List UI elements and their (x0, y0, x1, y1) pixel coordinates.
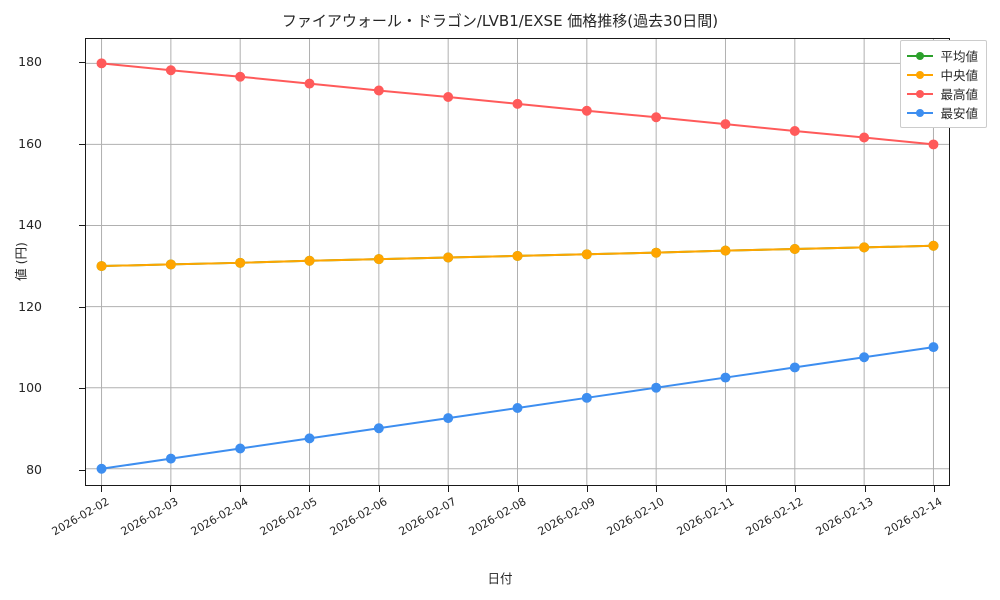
series-marker (235, 71, 246, 82)
series-marker (581, 105, 592, 116)
x-axis-tick-label: 2026-02-10 (605, 495, 667, 539)
x-axis-tick-mark (656, 486, 658, 492)
series-marker (789, 362, 800, 373)
series-marker (165, 65, 176, 76)
series-marker (651, 112, 662, 123)
x-axis-tick-label: 2026-02-07 (396, 495, 459, 539)
series-marker (928, 139, 939, 150)
legend-item[interactable]: 中央値 (907, 65, 978, 84)
x-axis-tick-label: 2026-02-09 (535, 495, 598, 539)
x-axis-tick-mark (864, 486, 866, 492)
y-axis-tick-label: 80 (26, 461, 42, 477)
x-axis-tick-mark (586, 486, 588, 492)
legend-swatch-icon (907, 107, 934, 119)
series-marker (651, 247, 662, 258)
x-axis-tick-label: 2026-02-08 (466, 495, 528, 539)
x-axis-tick-mark (378, 486, 380, 492)
legend-item[interactable]: 最高値 (907, 84, 978, 103)
legend-swatch-icon (907, 50, 934, 62)
legend-item-label: 最安値 (940, 106, 978, 121)
series-marker (235, 257, 246, 268)
series-marker (443, 413, 454, 424)
series-marker (581, 249, 592, 260)
x-axis-tick-mark (100, 486, 102, 492)
legend-item-label: 最高値 (940, 87, 978, 102)
series-marker (789, 244, 800, 255)
series-marker (859, 352, 870, 363)
plot-area (85, 38, 950, 486)
series-marker (443, 92, 454, 102)
x-axis-tick-label: 2026-02-02 (49, 495, 112, 539)
chart-legend[interactable]: 平均値中央値最高値最安値 (900, 40, 987, 128)
legend-marker-icon (916, 70, 925, 79)
series-marker (165, 453, 176, 464)
series-marker (96, 58, 107, 69)
x-axis-tick-mark (934, 486, 936, 492)
series-marker (512, 250, 523, 261)
series-marker (789, 126, 800, 137)
series-marker (304, 78, 315, 89)
legend-item-label: 平均値 (940, 49, 978, 64)
x-axis-tick-mark (725, 486, 727, 492)
legend-marker-icon (916, 51, 925, 60)
y-axis-tick-label: 100 (18, 380, 42, 396)
x-axis-tick-mark (795, 486, 797, 492)
x-axis-tick-mark (517, 486, 519, 492)
series-marker (304, 255, 315, 266)
series-marker (96, 261, 107, 272)
y-axis-tick-mark (79, 62, 85, 64)
legend-swatch-icon (907, 88, 934, 100)
series-marker (96, 463, 107, 474)
y-axis-tick-label: 180 (18, 54, 42, 70)
series-marker (928, 240, 939, 251)
x-axis-tick-mark (170, 486, 172, 492)
legend-item[interactable]: 最安値 (907, 103, 978, 122)
x-axis-label: 日付 (487, 571, 513, 586)
series-marker (512, 98, 523, 109)
series-marker (512, 402, 523, 413)
legend-swatch-icon (907, 69, 934, 81)
series-marker (720, 372, 731, 383)
x-axis-tick-mark (448, 486, 449, 492)
x-axis-tick-label: 2026-02-11 (674, 495, 737, 539)
chart-title: ファイアウォール・ドラゴン/LVB1/EXSE 価格推移(過去30日間) (281, 12, 719, 30)
series-marker (859, 242, 870, 253)
series-marker (443, 252, 454, 263)
y-axis-tick-label: 160 (18, 135, 42, 151)
y-axis-tick-mark (79, 469, 85, 471)
x-axis-tick-label: 2026-02-06 (327, 495, 390, 539)
legend-marker-icon (916, 108, 925, 117)
y-axis-tick-label: 120 (18, 298, 42, 314)
legend-item[interactable]: 平均値 (907, 46, 978, 65)
series-marker (304, 433, 315, 444)
series-marker (373, 423, 384, 434)
series-marker (928, 342, 939, 353)
y-axis-tick-mark (79, 388, 85, 390)
series-marker (373, 85, 384, 96)
x-axis-tick-label: 2026-02-03 (118, 495, 181, 539)
x-axis-tick-label: 2026-02-14 (883, 495, 945, 539)
x-axis-tick-label: 2026-02-13 (813, 495, 876, 539)
y-axis-tick-label: 140 (18, 217, 42, 233)
series-marker (720, 119, 731, 130)
legend-item-label: 中央値 (940, 68, 978, 83)
series-marker (165, 259, 176, 270)
x-axis-tick-label: 2026-02-12 (744, 495, 806, 539)
series-marker (373, 254, 384, 265)
series-marker (581, 392, 592, 403)
series-marker (859, 132, 870, 143)
x-axis-tick-label: 2026-02-05 (257, 495, 320, 539)
series-marker (235, 443, 246, 454)
x-axis-tick-mark (239, 486, 241, 492)
legend-marker-icon (916, 89, 925, 98)
data-series-layer (96, 58, 939, 474)
y-axis-tick-mark (79, 306, 85, 308)
series-marker (720, 245, 731, 256)
x-axis-tick-mark (309, 486, 311, 492)
x-axis-tick-label: 2026-02-04 (188, 495, 251, 539)
y-axis-tick-mark (79, 143, 85, 145)
series-marker (651, 382, 662, 393)
y-axis-tick-mark (79, 225, 85, 227)
